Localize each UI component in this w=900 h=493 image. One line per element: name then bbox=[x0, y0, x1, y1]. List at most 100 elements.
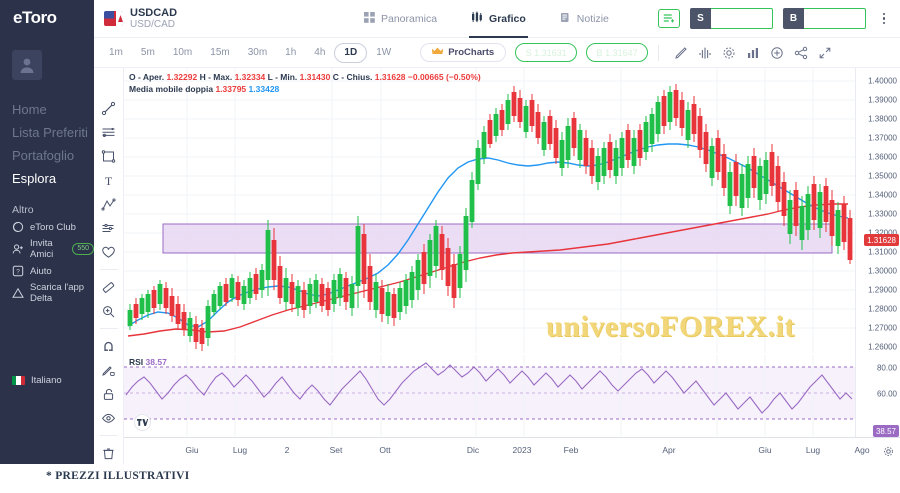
current-price-tag: 1.31628 bbox=[864, 234, 899, 246]
chart-type-button[interactable] bbox=[741, 46, 765, 60]
invite-icon bbox=[12, 243, 24, 255]
timeframe-4h[interactable]: 4h bbox=[314, 46, 326, 58]
buy-price-pill[interactable]: B 1.31647 bbox=[586, 43, 649, 62]
supply-zone[interactable] bbox=[162, 223, 833, 254]
price-pane[interactable] bbox=[124, 68, 855, 353]
high-label: H - Max. bbox=[199, 72, 233, 82]
crown-icon bbox=[431, 47, 444, 58]
favorite-icon[interactable] bbox=[98, 242, 120, 262]
timeframe-10m[interactable]: 10m bbox=[172, 46, 193, 58]
order-list-button[interactable] bbox=[658, 9, 680, 28]
sidebar-item-portfolio[interactable]: Portafoglio bbox=[0, 144, 94, 167]
timeframe-1w[interactable]: 1W bbox=[376, 46, 392, 58]
tab-panoramica[interactable]: Panoramica bbox=[364, 0, 437, 38]
sell-price-pill[interactable]: S 1.31631 bbox=[515, 43, 578, 62]
instrument-tabs: Panoramica Grafico Notizie bbox=[364, 0, 609, 38]
time-tick: Set bbox=[329, 445, 343, 455]
text-icon[interactable]: T bbox=[98, 170, 120, 190]
trend-line-icon[interactable] bbox=[98, 98, 120, 118]
sidebar-item-label: Esplora bbox=[12, 171, 57, 186]
timeframe-30m[interactable]: 30m bbox=[247, 46, 268, 58]
timeframe-15m[interactable]: 15m bbox=[210, 46, 230, 58]
buy-button[interactable]: B bbox=[783, 8, 866, 29]
sidebar-item-label: Invita Amici bbox=[30, 238, 54, 260]
time-axis[interactable]: Giu Lug 2 Set Ott Dic 2023 Feb Apr Giu L… bbox=[124, 437, 900, 464]
toolbar-divider bbox=[99, 328, 118, 329]
sidebar-item-label: eToro Club bbox=[30, 221, 76, 233]
fibonacci-icon[interactable] bbox=[98, 194, 120, 214]
eye-icon[interactable] bbox=[98, 408, 120, 428]
price-tick: 1.32000 bbox=[868, 228, 897, 238]
draw-lock-icon[interactable] bbox=[98, 360, 120, 380]
measure-icon[interactable] bbox=[98, 277, 120, 297]
rsi-pane[interactable]: RSI 38.57 bbox=[124, 355, 855, 437]
close-label: C - Chius. bbox=[332, 72, 373, 82]
more-options-button[interactable] bbox=[876, 12, 892, 25]
toolbar-divider bbox=[658, 44, 660, 61]
crosshair-icon[interactable] bbox=[98, 74, 120, 94]
tab-label: Grafico bbox=[489, 12, 526, 25]
share-button[interactable] bbox=[789, 46, 813, 60]
instrument-title[interactable]: USDCAD USD/CAD bbox=[94, 7, 344, 31]
language-selector[interactable]: Italiano bbox=[12, 375, 62, 386]
price-tick: 1.35000 bbox=[868, 171, 897, 181]
rectangle-icon[interactable] bbox=[98, 146, 120, 166]
pattern-icon[interactable] bbox=[98, 218, 120, 238]
indicators-button[interactable] bbox=[693, 46, 717, 60]
timeframe-1m[interactable]: 1m bbox=[109, 46, 123, 58]
sidebar-item-invite-friends[interactable]: Invita Amici 550 bbox=[0, 238, 94, 260]
sidebar-item-help[interactable]: ? Aiuto bbox=[0, 260, 94, 282]
price-chart-svg bbox=[124, 68, 855, 353]
fullscreen-button[interactable] bbox=[813, 46, 837, 60]
sidebar-item-etoro-club[interactable]: eToro Club bbox=[0, 216, 94, 238]
toolbar-divider bbox=[99, 269, 118, 270]
timeframe-5m[interactable]: 5m bbox=[140, 46, 155, 58]
tradingview-logo[interactable] bbox=[134, 414, 151, 431]
sidebar-item-label: Aiuto bbox=[30, 265, 52, 277]
chart-type-icon bbox=[748, 47, 759, 58]
sell-button[interactable]: S bbox=[690, 8, 773, 29]
time-tick: Apr bbox=[662, 445, 676, 455]
rsi-label: RSI bbox=[129, 357, 144, 367]
sidebar-subnav: eToro Club Invita Amici 550 ? Aiuto Scar bbox=[0, 216, 94, 304]
procharts-button[interactable]: ProCharts bbox=[420, 43, 507, 62]
sidebar-item-watchlist[interactable]: Lista Preferiti bbox=[0, 121, 94, 144]
trash-icon[interactable] bbox=[98, 443, 120, 463]
drawing-toolbar: T bbox=[94, 68, 124, 464]
time-tick: 2 bbox=[284, 445, 290, 455]
timeframe-1h[interactable]: 1h bbox=[285, 46, 297, 58]
horizontal-lines-icon[interactable] bbox=[98, 122, 120, 142]
timeframe-1d[interactable]: 1D bbox=[334, 42, 368, 63]
sidebar-item-delta-app[interactable]: Scarica l'app Delta bbox=[0, 282, 94, 304]
lock-icon[interactable] bbox=[98, 384, 120, 404]
compare-button[interactable] bbox=[765, 46, 789, 60]
usdcad-flag-icon bbox=[104, 11, 123, 26]
price-axis[interactable]: 1.40000 1.39000 1.38000 1.37000 1.36000 … bbox=[855, 68, 900, 437]
person-icon bbox=[20, 58, 34, 73]
sidebar-item-home[interactable]: Home bbox=[0, 98, 94, 121]
chart-settings-corner-button[interactable] bbox=[883, 446, 894, 459]
rsi-value: 38.57 bbox=[145, 357, 167, 367]
candles-icon bbox=[471, 11, 483, 26]
time-tick: Giu bbox=[185, 445, 199, 455]
draw-tool-button[interactable] bbox=[669, 46, 693, 60]
zoom-icon[interactable] bbox=[98, 301, 120, 321]
time-tick: 2023 bbox=[512, 445, 532, 455]
magnet-icon[interactable] bbox=[98, 336, 120, 356]
price-tick: 1.27000 bbox=[868, 323, 897, 333]
time-tick: Feb bbox=[563, 445, 579, 455]
tab-notizie[interactable]: Notizie bbox=[560, 0, 609, 38]
etoro-logo[interactable]: eToro bbox=[0, 0, 94, 36]
low-label: L - Min. bbox=[267, 72, 298, 82]
chart-area[interactable]: O - Aper. 1.32292 H - Max. 1.32334 L - M… bbox=[124, 68, 900, 464]
rsi-value-tag: 38.57 bbox=[872, 425, 899, 437]
price-tick: 1.40000 bbox=[868, 76, 897, 86]
avatar[interactable] bbox=[12, 50, 42, 80]
ma-name: Media mobile doppia bbox=[129, 84, 214, 94]
sidebar-item-explore[interactable]: Esplora bbox=[0, 167, 94, 190]
tab-grafico[interactable]: Grafico bbox=[469, 0, 528, 38]
language-label: Italiano bbox=[31, 375, 62, 386]
sell-label: S bbox=[690, 8, 711, 29]
fullscreen-icon bbox=[819, 47, 831, 58]
chart-settings-button[interactable] bbox=[717, 46, 741, 60]
